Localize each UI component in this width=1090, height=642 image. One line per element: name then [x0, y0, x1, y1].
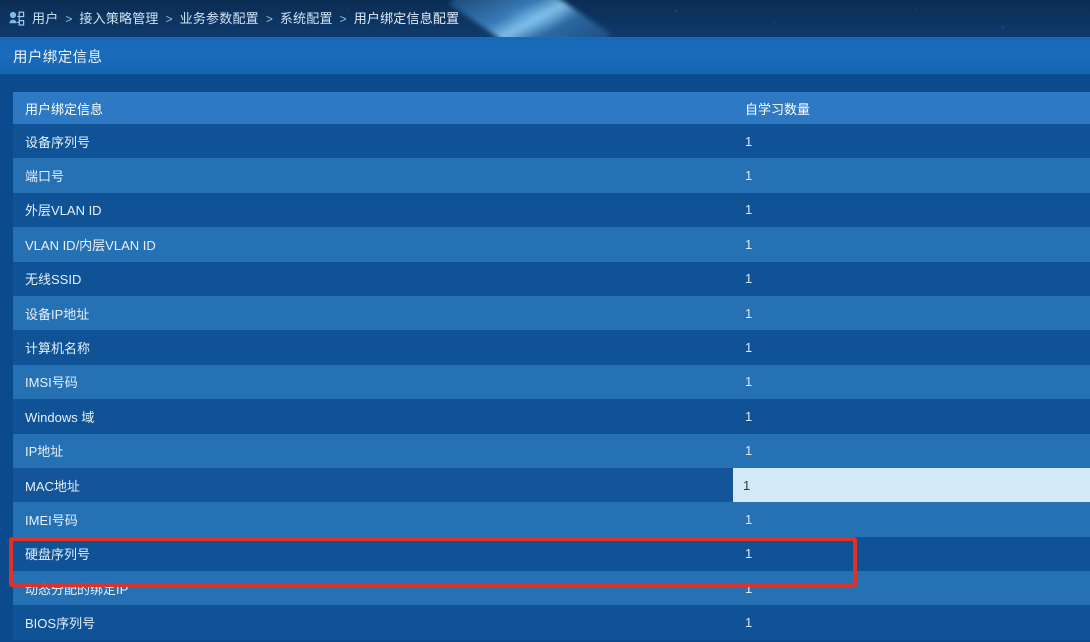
breadcrumb-item-2[interactable]: 业务参数配置 [179, 11, 259, 26]
page-title-bar: 用户绑定信息 [0, 38, 1090, 75]
self-learning-count-cell: 1 [733, 364, 1090, 400]
binding-type-cell: IMEI号码 [13, 502, 733, 537]
user-binding-table: 用户绑定信息 自学习数量 设备序列号 1 端口号 1 外层VLAN ID 1 VLAN ID… [13, 92, 1090, 640]
binding-type-cell: 端口号 [13, 158, 733, 193]
self-learning-count-cell: 1 [733, 261, 1090, 296]
self-learning-count-cell: 1 [733, 330, 1090, 365]
page-title: 用户绑定信息 [13, 49, 103, 66]
table-body: 设备序列号 1 端口号 1 外层VLAN ID 1 VLAN ID/内层VLAN ID 1 无线… [13, 124, 1090, 640]
self-learning-count-cell: 1 [733, 124, 1090, 159]
breadcrumb-item-4[interactable]: 用户绑定信息配置 [353, 11, 460, 26]
self-learning-count-cell: 1 [733, 536, 1090, 572]
binding-type-cell: VLAN ID/内层VLAN ID [13, 227, 733, 262]
table-row[interactable]: 硬盘序列号 1 [13, 536, 1090, 572]
self-learning-count-cell: 1 [733, 433, 1090, 468]
breadcrumb-separator: > [339, 12, 347, 26]
table-row[interactable]: IP地址 1 [13, 433, 1090, 468]
table-row[interactable]: 端口号 1 [13, 158, 1090, 193]
breadcrumb-item-3[interactable]: 系统配置 [279, 11, 333, 26]
table-row[interactable]: 设备序列号 1 [13, 124, 1090, 159]
table-row[interactable]: BIOS序列号 1 [13, 605, 1090, 640]
binding-type-cell: 硬盘序列号 [13, 536, 733, 572]
self-learning-count-input[interactable]: 1 [733, 467, 1090, 503]
self-learning-count-cell: 1 [733, 571, 1090, 606]
self-learning-count-cell: 1 [733, 502, 1090, 537]
self-learning-count-cell: 1 [733, 227, 1090, 262]
breadcrumb-separator: > [265, 12, 273, 26]
binding-type-cell: IMSI号码 [13, 364, 733, 400]
table-row[interactable]: 外层VLAN ID 1 [13, 192, 1090, 228]
breadcrumb-separator: > [165, 12, 173, 26]
table-row[interactable]: 设备IP地址 1 [13, 295, 1090, 331]
binding-type-cell: 计算机名称 [13, 330, 733, 365]
binding-type-cell: 无线SSID [13, 261, 733, 296]
binding-type-cell: 动态分配的绑定IP [13, 571, 733, 606]
table-row[interactable]: VLAN ID/内层VLAN ID 1 [13, 227, 1090, 262]
binding-type-cell: Windows 域 [13, 399, 733, 434]
breadcrumb: 用户 > 接入策略管理 > 业务参数配置 > 系统配置 > 用户绑定信息配置 [0, 0, 1090, 37]
column-header-value: 自学习数量 [733, 92, 1090, 124]
binding-type-cell: BIOS序列号 [13, 605, 733, 640]
self-learning-count-cell: 1 [733, 605, 1090, 640]
table-row[interactable]: 无线SSID 1 [13, 261, 1090, 296]
self-learning-count-cell: 1 [733, 158, 1090, 193]
breadcrumb-item-1[interactable]: 接入策略管理 [79, 11, 159, 26]
binding-type-cell: 设备IP地址 [13, 295, 733, 331]
table-container: 用户绑定信息 自学习数量 设备序列号 1 端口号 1 外层VLAN ID 1 VLAN ID… [0, 75, 1090, 642]
breadcrumb-separator: > [65, 12, 73, 26]
self-learning-count-cell: 1 [733, 192, 1090, 228]
top-banner: 用户 > 接入策略管理 > 业务参数配置 > 系统配置 > 用户绑定信息配置 [0, 0, 1090, 38]
table-row[interactable]: IMEI号码 1 [13, 502, 1090, 537]
table-header-row: 用户绑定信息 自学习数量 [13, 92, 1090, 124]
breadcrumb-item-0[interactable]: 用户 [32, 11, 59, 26]
self-learning-count-cell: 1 [733, 295, 1090, 331]
binding-type-cell: IP地址 [13, 433, 733, 468]
binding-type-cell: MAC地址 [13, 467, 733, 503]
column-header-name: 用户绑定信息 [13, 92, 733, 124]
table-row[interactable]: IMSI号码 1 [13, 364, 1090, 400]
table-row[interactable]: 计算机名称 1 [13, 330, 1090, 365]
user-node-icon [8, 10, 26, 28]
binding-type-cell: 外层VLAN ID [13, 192, 733, 228]
table-head: 用户绑定信息 自学习数量 [13, 92, 1090, 124]
table-row[interactable]: 动态分配的绑定IP 1 [13, 571, 1090, 606]
self-learning-count-cell: 1 [733, 399, 1090, 434]
binding-type-cell: 设备序列号 [13, 124, 733, 159]
table-row[interactable]: MAC地址 1 [13, 467, 1090, 503]
